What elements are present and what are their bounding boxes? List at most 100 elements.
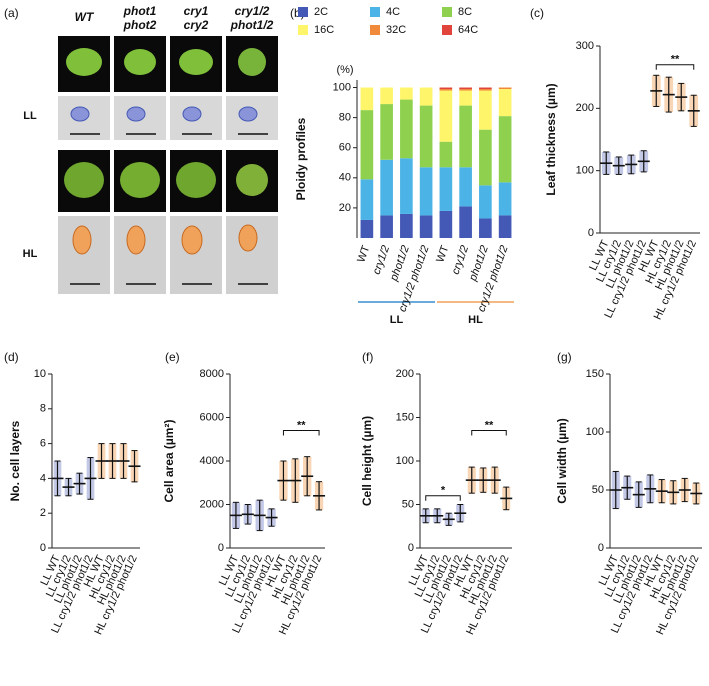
y-tick-label: 8 <box>40 403 46 415</box>
y-tick-label: 10 <box>34 368 46 380</box>
legend-swatch <box>370 7 380 17</box>
y-tick-label: 8000 <box>200 368 224 380</box>
bar-segment <box>400 99 413 159</box>
bar-segment <box>380 159 393 216</box>
legend-swatch <box>442 25 452 35</box>
y-tick-label: 100 <box>576 165 594 177</box>
cell-outline <box>181 225 203 255</box>
bar-segment <box>498 182 512 216</box>
y-tick-label: 200 <box>396 368 414 380</box>
x-tick-label: cry1/2 <box>371 244 393 276</box>
bar-segment <box>498 89 512 117</box>
group-label: LL <box>390 314 404 326</box>
significance-bracket <box>282 430 320 436</box>
y-tick-label: 300 <box>576 40 594 52</box>
column-header: phot2 <box>123 18 157 32</box>
legend-label: 4C <box>386 6 400 18</box>
bar-segment <box>498 87 512 90</box>
bar-segment <box>459 87 472 90</box>
legend-swatch <box>298 7 308 17</box>
plant <box>66 48 102 76</box>
row-label: HL <box>23 248 38 260</box>
legend-label: 2C <box>314 6 328 18</box>
y-tick-label: 2 <box>40 507 46 519</box>
y-axis-label: No. cell layers <box>8 420 22 501</box>
y-tick-label: 0 <box>408 542 414 554</box>
legend-label: 64C <box>458 24 478 36</box>
column-header: phot1/2 <box>230 18 274 32</box>
bar-segment <box>439 89 453 91</box>
significance-bracket <box>655 64 695 70</box>
y-tick-label: 50 <box>402 498 414 510</box>
y-tick-label: 100 <box>586 426 604 438</box>
bar-segment <box>419 167 433 216</box>
panel-a: (a) <box>4 6 278 294</box>
y-tick-label: 0 <box>218 542 224 554</box>
y-tick-label: 80 <box>339 112 351 124</box>
bar-segment <box>380 104 393 160</box>
y-tick-label: 150 <box>396 411 414 423</box>
cell-outline <box>126 106 146 122</box>
cell-outline <box>126 225 146 255</box>
bar-segment <box>479 129 492 186</box>
bar-segment <box>360 87 374 111</box>
significance: ** <box>671 54 680 66</box>
bar-segment <box>419 105 433 168</box>
column-header: cry1 <box>184 4 209 18</box>
y-tick-label: 6000 <box>200 411 224 423</box>
plant <box>236 164 268 196</box>
y-tick-label: 6 <box>40 438 46 450</box>
plant <box>64 162 104 198</box>
plant <box>176 162 216 198</box>
y-axis-label: Cell width (µm) <box>555 418 569 504</box>
bar-segment <box>400 87 413 100</box>
y-tick-label: 20 <box>339 202 351 214</box>
bar-segment <box>459 105 472 168</box>
bar-segment <box>419 215 433 238</box>
legend-label: 8C <box>458 6 472 18</box>
x-tick-label: WT <box>355 244 372 264</box>
y-axis-label: Cell height (µm) <box>360 416 374 506</box>
cell-outline <box>182 106 202 122</box>
y-tick-label: 100 <box>396 455 414 467</box>
y-tick-label: 150 <box>586 368 604 380</box>
bar-segment <box>360 179 374 220</box>
y-tick-label: 0 <box>40 542 46 554</box>
column-header: WT <box>75 10 95 24</box>
bar-segment <box>439 87 453 90</box>
significance: * <box>441 485 446 497</box>
cell-outline <box>238 224 258 252</box>
cell-outline <box>72 225 92 255</box>
panel-label: (g) <box>557 350 572 364</box>
cell-outline <box>238 106 258 122</box>
y-axis-label: Cell area (µm²) <box>162 420 176 503</box>
group-label: HL <box>468 314 483 326</box>
bar-segment <box>360 219 374 238</box>
significance-bracket <box>471 430 507 436</box>
bar-segment <box>439 141 453 168</box>
column-header: cry1/2 <box>235 4 270 18</box>
significance: ** <box>297 419 306 431</box>
bar-segment <box>400 213 413 238</box>
bar-segment <box>479 185 492 219</box>
legend-label: 16C <box>314 24 334 36</box>
x-tick-label: WT <box>434 244 451 264</box>
legend-swatch <box>370 25 380 35</box>
y-tick-label: 4000 <box>200 455 224 467</box>
panel-label: (c) <box>530 6 544 20</box>
scale-bars <box>70 133 268 285</box>
y-tick-label: 2000 <box>200 498 224 510</box>
cell-outline <box>70 106 90 122</box>
bar-segment <box>360 110 374 180</box>
y-tick-label: 0 <box>588 227 594 239</box>
bar-segment <box>479 218 492 238</box>
legend-swatch <box>442 7 452 17</box>
bar-segment <box>479 87 492 90</box>
y-unit: (%) <box>336 64 353 76</box>
bar-segment <box>479 89 492 91</box>
bar-segment <box>439 90 453 142</box>
bar-segment <box>380 215 393 238</box>
bar-segment <box>479 90 492 130</box>
y-tick-label: 0 <box>598 542 604 554</box>
